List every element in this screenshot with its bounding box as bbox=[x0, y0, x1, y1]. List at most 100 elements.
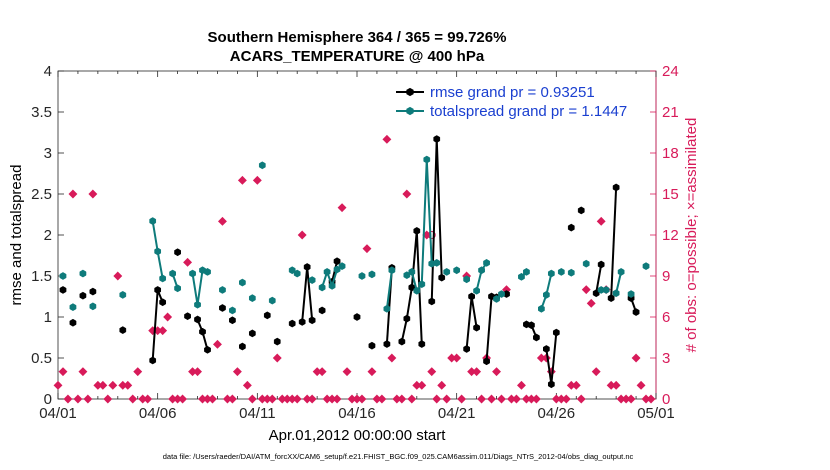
data-point bbox=[59, 272, 67, 280]
assimilated-obs-marker bbox=[183, 257, 193, 267]
data-point bbox=[288, 319, 296, 328]
data-point bbox=[413, 227, 421, 235]
data-point bbox=[199, 327, 206, 336]
data-point bbox=[174, 248, 181, 257]
assimilated-obs-marker bbox=[571, 380, 581, 390]
assimilated-obs-marker bbox=[73, 394, 83, 404]
data-point bbox=[368, 341, 376, 350]
assimilated-obs-marker bbox=[237, 175, 247, 185]
data-point bbox=[383, 304, 391, 313]
assimilated-obs-marker bbox=[232, 367, 242, 377]
data-point bbox=[69, 318, 77, 327]
data-point bbox=[333, 257, 341, 266]
data-point bbox=[433, 135, 441, 143]
data-point bbox=[403, 314, 411, 323]
data-point bbox=[288, 266, 296, 275]
assimilated-obs-marker bbox=[103, 394, 113, 404]
right-tick-label: 6 bbox=[662, 309, 670, 326]
series-line bbox=[615, 271, 623, 294]
assimilated-obs-marker bbox=[208, 394, 217, 404]
data-point bbox=[69, 303, 77, 312]
series-layer bbox=[59, 135, 650, 389]
assimilated-obs-marker bbox=[332, 394, 342, 404]
assimilated-obs-marker bbox=[163, 312, 173, 322]
data-point bbox=[204, 345, 211, 354]
data-point bbox=[239, 342, 246, 351]
x-tick-label: 04/21 bbox=[438, 405, 476, 422]
plot-area bbox=[57, 70, 657, 400]
left-axis-ticks: 0 0.5 1 1.5 2 2.5 3 3.5 4 bbox=[31, 63, 64, 408]
assimilated-obs-marker bbox=[143, 394, 153, 404]
assimilated-obs-marker bbox=[133, 367, 143, 377]
legend-marker bbox=[406, 106, 414, 116]
data-point bbox=[498, 290, 505, 298]
assimilated-obs-marker bbox=[492, 367, 501, 377]
data-point bbox=[149, 217, 157, 225]
data-point bbox=[174, 284, 181, 293]
assimilated-obs-marker bbox=[297, 230, 307, 240]
data-point bbox=[538, 304, 545, 313]
left-tick-label: 1 bbox=[44, 309, 52, 326]
assimilated-obs-marker bbox=[561, 394, 571, 404]
right-tick-label: 9 bbox=[662, 268, 670, 285]
assimilated-obs-marker bbox=[636, 380, 646, 390]
left-tick-label: 0 bbox=[44, 391, 52, 408]
assimilated-obs-marker bbox=[631, 353, 641, 363]
assimilated-obs-marker bbox=[108, 380, 118, 390]
data-point bbox=[154, 286, 162, 294]
data-point bbox=[303, 263, 311, 271]
data-point bbox=[79, 269, 87, 278]
data-point bbox=[473, 323, 480, 332]
assimilated-obs-marker bbox=[367, 367, 377, 377]
data-point bbox=[89, 287, 97, 296]
legend-label: totalspread grand pr = 1.1447 bbox=[430, 103, 627, 120]
data-point bbox=[248, 294, 256, 303]
assimilated-obs-marker bbox=[646, 394, 656, 404]
assimilated-obs-marker bbox=[387, 353, 397, 363]
assimilated-obs-marker bbox=[541, 353, 551, 363]
assimilated-obs-marker bbox=[576, 394, 586, 404]
assimilated-obs-marker bbox=[517, 380, 526, 390]
assimilated-obs-marker bbox=[397, 394, 407, 404]
data-point bbox=[159, 274, 167, 283]
assimilated-obs-marker bbox=[78, 367, 88, 377]
assimilated-obs-marker bbox=[457, 394, 467, 404]
data-point bbox=[323, 268, 331, 276]
data-point bbox=[567, 268, 575, 277]
legend-label: rmse grand pr = 0.93251 bbox=[430, 84, 595, 101]
data-point bbox=[418, 280, 426, 289]
x-axis-label: Apr.01,2012 00:00:00 start bbox=[269, 427, 447, 444]
left-tick-label: 2 bbox=[44, 227, 52, 244]
data-point bbox=[483, 357, 490, 366]
data-point bbox=[418, 340, 426, 348]
data-point bbox=[567, 223, 575, 232]
assimilated-obs-marker bbox=[477, 394, 487, 404]
assimilated-obs-marker bbox=[452, 353, 462, 363]
data-point bbox=[602, 286, 610, 294]
assimilated-obs-marker bbox=[586, 298, 596, 308]
data-point bbox=[229, 306, 236, 315]
data-point bbox=[413, 286, 421, 295]
data-point bbox=[189, 269, 196, 278]
data-point bbox=[607, 294, 615, 303]
assimilated-obs-marker bbox=[357, 394, 367, 404]
assimilated-obs-marker bbox=[512, 394, 521, 404]
assimilated-obs-marker bbox=[382, 134, 392, 144]
right-axis-ticks: 0 3 6 9 12 15 18 21 24 bbox=[650, 63, 679, 408]
data-point bbox=[159, 298, 167, 307]
assimilated-obs-marker bbox=[402, 189, 412, 199]
assimilated-obs-marker bbox=[432, 394, 442, 404]
data-point bbox=[552, 328, 560, 337]
right-tick-label: 0 bbox=[662, 391, 670, 408]
data-point bbox=[483, 258, 490, 267]
data-point bbox=[248, 329, 256, 338]
data-point bbox=[528, 321, 535, 330]
x-tick-label: 04/11 bbox=[239, 405, 275, 422]
possible-obs-marker bbox=[427, 231, 436, 239]
y2-axis-label: # of obs: o=possible; ×=assimilated bbox=[683, 118, 700, 353]
data-point bbox=[119, 326, 127, 335]
data-point bbox=[547, 269, 555, 278]
right-tick-label: 24 bbox=[662, 63, 679, 80]
data-point bbox=[617, 268, 625, 276]
